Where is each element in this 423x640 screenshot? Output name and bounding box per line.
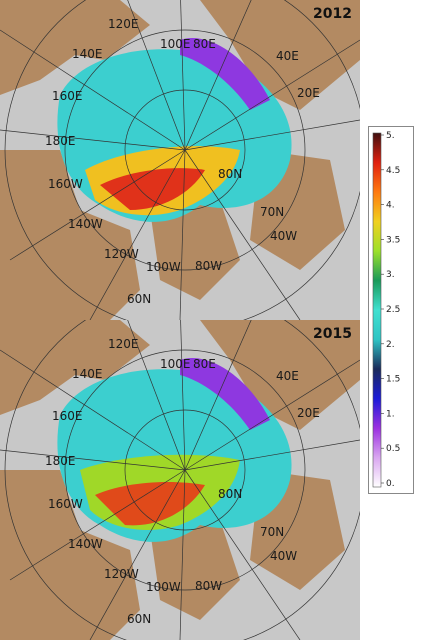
- land-siberia: [0, 0, 150, 95]
- graticule-labels: 120E 100E 80E 140E 40E 160E 20E 180E 80N…: [45, 17, 320, 306]
- graticule-labels: 120E 100E 80E 140E 40E 160E 20E 180E 80N…: [45, 337, 320, 626]
- land-canadian-archipelago: [150, 520, 240, 620]
- label-160w: 160W: [48, 177, 83, 191]
- map-svg-2012: 120E 100E 80E 140E 40E 160E 20E 180E 80N…: [0, 0, 360, 320]
- label-140w: 140W: [68, 537, 103, 551]
- graticule: [0, 320, 360, 640]
- colorbar-ticks: 5. 4.5 4. 3.5 3. 2.5 2. 1.5 1. 0.5 0.: [381, 131, 400, 489]
- year-label-2012: 2012: [313, 6, 352, 22]
- label-60n: 60N: [127, 612, 151, 626]
- label-120e: 120E: [108, 17, 139, 31]
- label-100e: 100E: [160, 357, 191, 371]
- label-140e: 140E: [72, 47, 103, 61]
- label-80e: 80E: [193, 357, 216, 371]
- ice-thin-margin: [180, 38, 270, 110]
- label-60n: 60N: [127, 292, 151, 306]
- label-100w: 100W: [146, 580, 181, 594]
- label-140w: 140W: [68, 217, 103, 231]
- land-alaska-canada: [0, 470, 140, 640]
- colorbar-tick-label: 2.: [386, 340, 395, 350]
- map-panel-2012: 120E 100E 80E 140E 40E 160E 20E 180E 80N…: [0, 0, 360, 320]
- label-40w: 40W: [270, 229, 297, 243]
- label-80n: 80N: [218, 167, 242, 181]
- label-80e: 80E: [193, 37, 216, 51]
- land-alaska-canada: [0, 150, 140, 320]
- colorbar-tick-label: 3.5: [386, 235, 400, 245]
- label-120w: 120W: [104, 567, 139, 581]
- land-canadian-archipelago: [150, 200, 240, 300]
- label-70n: 70N: [260, 525, 284, 539]
- ice-thickest-band: [100, 168, 205, 210]
- colorbar-tick-label: 2.5: [386, 305, 400, 315]
- label-80n: 80N: [218, 487, 242, 501]
- colorbar-strip: [372, 132, 382, 488]
- land-siberia: [0, 320, 150, 415]
- colorbar-tick-label: 4.5: [386, 166, 400, 176]
- colorbar-legend: 5. 4.5 4. 3.5 3. 2.5 2. 1.5 1. 0.5 0.: [368, 126, 414, 494]
- year-label-2015: 2015: [313, 326, 352, 342]
- label-40w: 40W: [270, 549, 297, 563]
- land-scandinavia: [200, 0, 360, 110]
- label-140e: 140E: [72, 367, 103, 381]
- label-100e: 100E: [160, 37, 191, 51]
- graticule: [0, 0, 360, 320]
- colorbar-tick-label: 0.5: [386, 444, 400, 454]
- label-160e: 160E: [52, 89, 83, 103]
- colorbar-tick-label: 1.5: [386, 375, 400, 385]
- colorbar-tick-label: 4.: [386, 201, 395, 211]
- label-180e: 180E: [45, 134, 76, 148]
- colorbar-tick-label: 1.: [386, 409, 395, 419]
- colorbar-tick-label: 5.: [386, 131, 395, 141]
- label-180e: 180E: [45, 454, 76, 468]
- label-40e: 40E: [276, 369, 299, 383]
- colorbar-tick-label: 3.: [386, 270, 395, 280]
- ice-thickest-band: [95, 482, 205, 526]
- label-20e: 20E: [297, 406, 320, 420]
- ice-thin-margin: [180, 358, 270, 430]
- label-20e: 20E: [297, 86, 320, 100]
- label-160w: 160W: [48, 497, 83, 511]
- label-120e: 120E: [108, 337, 139, 351]
- label-80w: 80W: [195, 579, 222, 593]
- map-panel-2015: 120E 100E 80E 140E 40E 160E 20E 180E 80N…: [0, 320, 360, 640]
- label-100w: 100W: [146, 260, 181, 274]
- label-70n: 70N: [260, 205, 284, 219]
- land-scandinavia: [200, 320, 360, 430]
- colorbar-tick-label: 0.: [386, 479, 395, 489]
- label-160e: 160E: [52, 409, 83, 423]
- label-120w: 120W: [104, 247, 139, 261]
- label-40e: 40E: [276, 49, 299, 63]
- label-80w: 80W: [195, 259, 222, 273]
- colorbar-svg: 5. 4.5 4. 3.5 3. 2.5 2. 1.5 1. 0.5 0.: [372, 131, 400, 489]
- map-svg-2015: 120E 100E 80E 140E 40E 160E 20E 180E 80N…: [0, 320, 360, 640]
